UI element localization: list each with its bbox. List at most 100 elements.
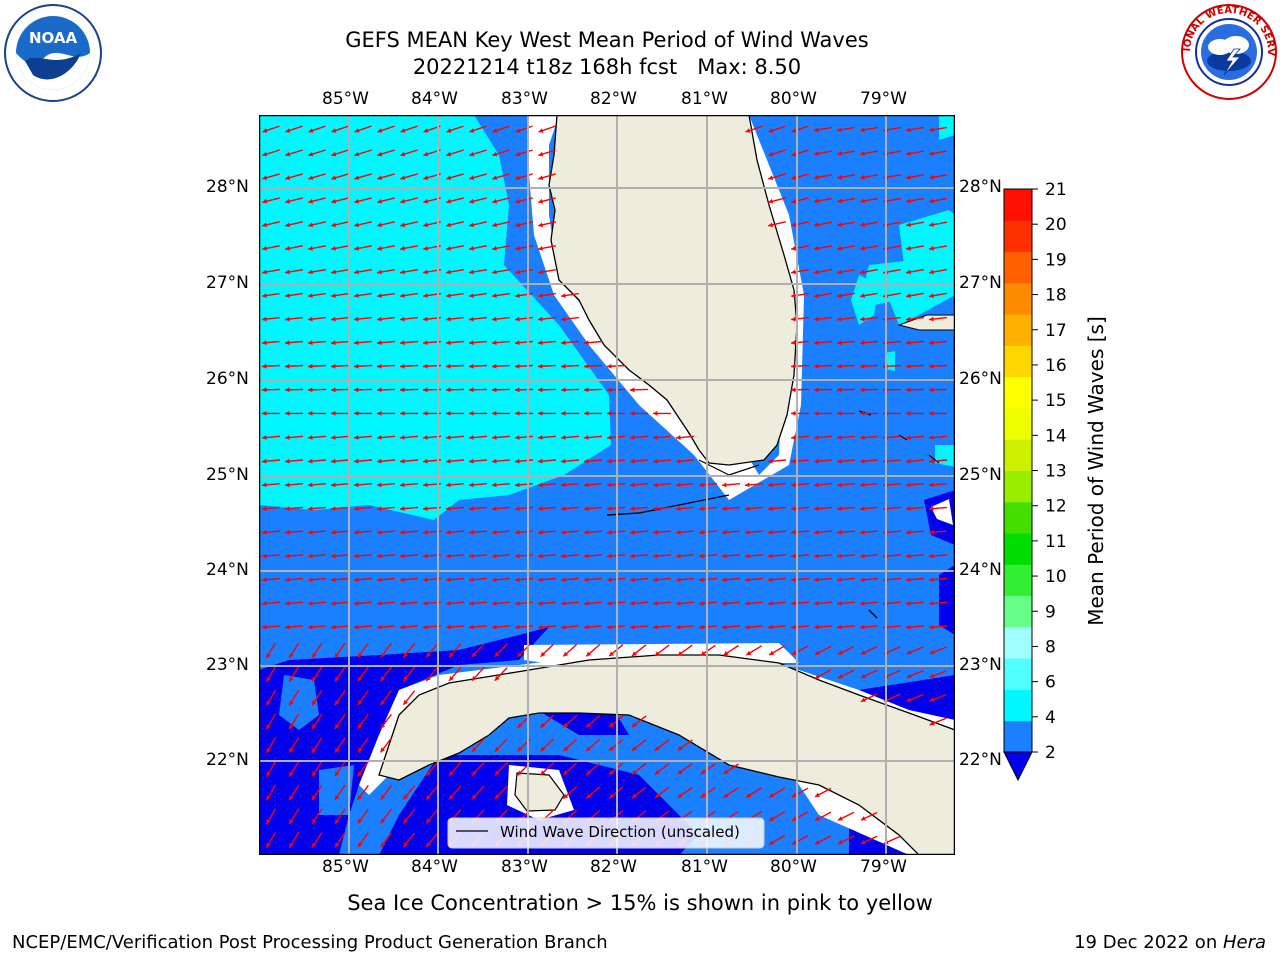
wave-arrow-head: [860, 245, 865, 251]
wave-arrow-head: [377, 387, 382, 393]
wave-arrow-head: [768, 529, 773, 535]
wave-arrow-head: [677, 745, 683, 751]
wave-arrow-head: [308, 529, 313, 535]
wave-arrow-head: [377, 482, 382, 488]
wave-arrow-head: [312, 747, 317, 753]
wave-arrow-head: [403, 652, 408, 658]
wave-arrow-head: [860, 174, 865, 180]
wave-arrow-head: [906, 601, 911, 606]
wave-arrow-head: [354, 340, 359, 346]
wave-arrow-head: [423, 529, 428, 535]
wave-arrow-head: [837, 127, 842, 133]
wave-arrow-head: [262, 316, 267, 322]
wave-arrow-head: [354, 435, 359, 440]
wave-arrow-head: [791, 529, 796, 535]
wave-arrow-head: [561, 411, 566, 416]
wave-arrow-head: [312, 842, 317, 848]
lon-label-top-81w: 81°W: [681, 89, 728, 109]
wave-arrow-head: [929, 673, 935, 678]
wave-arrow-head: [423, 553, 428, 559]
machine-name: Hera: [1222, 932, 1266, 953]
colorbar-tick-label: 21: [1045, 180, 1067, 200]
wave-arrow-head: [677, 769, 683, 775]
wave-arrow-head: [929, 411, 934, 416]
colorbar-tick-label: 17: [1045, 321, 1067, 341]
wave-arrow-head: [515, 128, 521, 133]
wave-arrow-head: [380, 842, 386, 848]
wave-arrow-head: [331, 151, 337, 157]
wave-arrow-head: [334, 818, 340, 824]
wave-arrow-head: [308, 151, 314, 157]
colorbar-extend-triangle: [1003, 751, 1033, 782]
wave-arrow-head: [814, 387, 819, 393]
wave-arrow-head: [584, 387, 589, 393]
nws-logo: NATIONAL WEATHER SERVICE: [1180, 3, 1277, 100]
wave-arrow-head: [814, 340, 819, 346]
wave-arrow-head: [538, 411, 543, 416]
wave-arrow-head: [722, 601, 727, 606]
wave-arrow-head: [538, 316, 543, 322]
wave-arrow-head: [423, 624, 428, 630]
lat-label-left-24n: 24°N: [206, 560, 249, 580]
wave-arrow-head: [403, 699, 408, 705]
colorbar-band: [1004, 439, 1032, 471]
wave-arrow-head: [400, 435, 405, 440]
wave-arrow-head: [837, 506, 842, 511]
wave-arrow-head: [262, 482, 267, 488]
wave-arrow-head: [653, 624, 658, 630]
wave-arrow-head: [584, 529, 589, 535]
wave-arrow-head: [929, 649, 935, 655]
wave-arrow-head: [423, 316, 428, 322]
wave-arrow-head: [423, 269, 428, 275]
wave-arrow-head: [400, 363, 405, 369]
wave-arrow-head: [791, 577, 796, 583]
wave-arrow-head: [814, 198, 819, 204]
wave-arrow-head: [334, 676, 340, 682]
wave-arrow-head: [331, 387, 336, 393]
wave-arrow-head: [285, 222, 290, 228]
wave-arrow-head: [354, 198, 360, 204]
wave-arrow-head: [334, 747, 340, 753]
wave-arrow-head: [262, 387, 267, 393]
wave-arrow-head: [814, 174, 819, 180]
wave-arrow-head: [814, 553, 819, 559]
colorbar-tick-label: 20: [1045, 215, 1067, 235]
wave-arrow-head: [860, 673, 866, 679]
wave-arrow-head: [653, 435, 658, 440]
wave-arrow-head: [262, 293, 267, 298]
wave-arrow-head: [837, 839, 843, 845]
wave-arrow-head: [331, 316, 336, 322]
wave-arrow-head: [722, 577, 727, 583]
wave-arrow-head: [607, 577, 612, 583]
wave-arrow-head: [814, 482, 819, 488]
wave-arrow-head: [308, 128, 314, 133]
wave-arrow-head: [561, 624, 566, 630]
wave-arrow-head: [607, 624, 612, 630]
wave-arrow-head: [308, 553, 313, 559]
wave-arrow-head: [446, 340, 451, 346]
wave-arrow-head: [561, 363, 566, 369]
wave-arrow-head: [860, 151, 865, 156]
wave-arrow-head: [609, 651, 614, 657]
wave-arrow-head: [423, 198, 429, 204]
lat-label-right-22n: 22°N: [959, 750, 1002, 770]
wave-arrow-head: [331, 624, 336, 630]
wave-arrow-head: [377, 222, 382, 228]
wave-arrow-head: [814, 363, 819, 369]
wave-arrow-head: [538, 529, 543, 535]
wave-arrow-head: [289, 771, 294, 777]
wave-arrow-head: [860, 222, 865, 227]
wave-arrow-head: [308, 246, 313, 251]
wave-arrow-head: [492, 529, 497, 535]
wave-arrow-head: [906, 624, 911, 630]
wave-arrow-head: [403, 842, 408, 847]
wave-arrow-head: [586, 770, 592, 775]
wave-arrow-head: [860, 411, 865, 416]
wave-arrow-head: [469, 529, 474, 535]
wave-arrow-head: [814, 245, 819, 251]
wave-arrow-head: [266, 842, 271, 848]
wave-arrow-head: [515, 363, 520, 369]
wave-arrow-head: [768, 198, 774, 204]
wave-arrow-head: [906, 411, 911, 416]
wave-arrow-head: [285, 363, 290, 369]
